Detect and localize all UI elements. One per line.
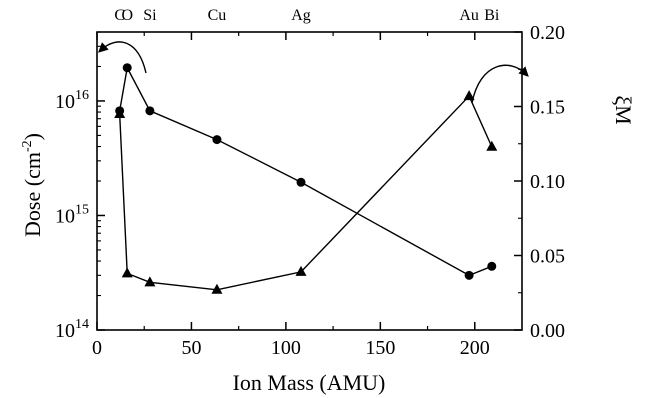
x-tick-label: 50 xyxy=(181,337,201,359)
x-tick-label: 200 xyxy=(460,337,490,359)
left-tick-label: 1016 xyxy=(55,88,89,113)
top-ion-label: O xyxy=(121,7,133,24)
data-point-circle xyxy=(145,106,155,116)
top-ion-label: Au xyxy=(459,7,479,24)
data-point-triangle xyxy=(211,283,223,294)
data-point-circle xyxy=(487,261,497,271)
x-tick-label: 100 xyxy=(271,337,301,359)
top-ion-label: Ag xyxy=(291,7,311,24)
right-tick-label: 0.15 xyxy=(530,97,565,119)
top-ion-label: Si xyxy=(143,7,157,24)
right-tick-label: 0.00 xyxy=(530,320,565,342)
right-tick-label: 0.20 xyxy=(530,22,565,44)
data-point-circle xyxy=(212,135,222,145)
top-ion-label: Cu xyxy=(208,7,227,24)
top-ion-label: C xyxy=(114,7,125,24)
data-point-circle xyxy=(296,177,306,187)
left-axis-arrow xyxy=(98,41,147,74)
x-axis-title: Ion Mass (AMU) xyxy=(233,370,386,395)
data-point-triangle xyxy=(295,265,307,276)
right-axis-title: ξM xyxy=(611,95,636,124)
tick-labels: 0 50 100 150 200 CO Si Cu Ag Au Bi 1014 1015 1016 0.00… xyxy=(55,7,565,359)
left-tick-label: 1014 xyxy=(55,317,89,342)
left-axis-title: Dose (cm-2) xyxy=(20,133,45,237)
right-tick-label: 0.05 xyxy=(530,246,565,268)
top-ion-label: Bi xyxy=(484,7,500,24)
tick-marks xyxy=(96,31,522,331)
series-line xyxy=(118,65,493,277)
data-point-triangle xyxy=(121,267,133,278)
series-dose xyxy=(115,63,497,280)
right-axis-arrow xyxy=(471,64,529,104)
left-tick-label: 1015 xyxy=(55,202,89,227)
data-point-triangle xyxy=(114,107,126,118)
data-point-triangle xyxy=(463,90,475,101)
series-xi xyxy=(114,90,498,294)
x-tick-label: 150 xyxy=(365,337,395,359)
x-tick-label: 0 xyxy=(92,337,102,359)
right-tick-label: 0.10 xyxy=(530,171,565,193)
data-point-circle xyxy=(464,270,474,280)
plot-frame xyxy=(96,31,523,331)
data-point-circle xyxy=(122,63,132,73)
data-point-triangle xyxy=(486,140,498,151)
series-line xyxy=(118,94,493,291)
data-point-triangle xyxy=(144,276,156,287)
